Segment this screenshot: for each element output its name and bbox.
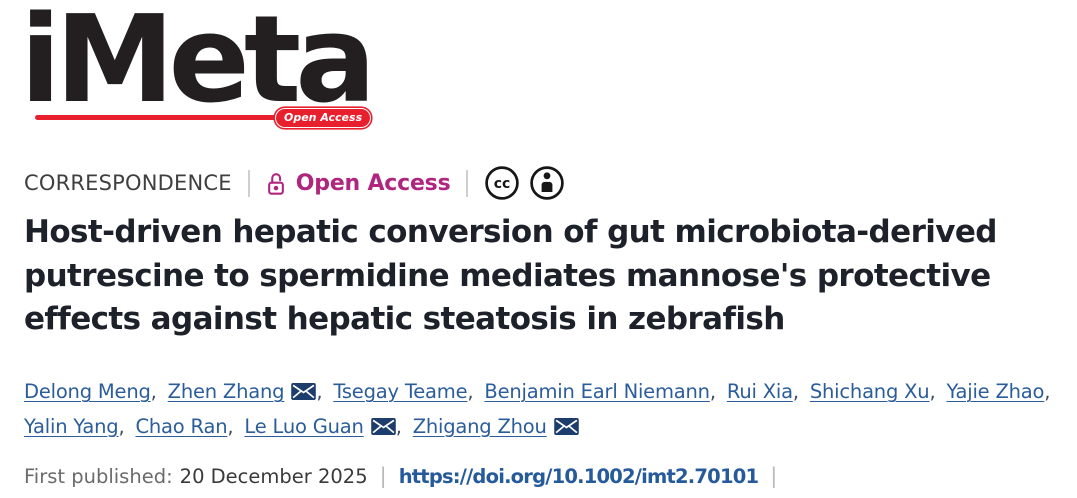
author-separator: , [467,380,474,403]
license-icons: cc [484,165,565,201]
publication-info-bar: First published: 20 December 2025 | http… [24,461,789,491]
article-title-line: putrescine to spermidine mediates mannos… [24,257,991,294]
author-link[interactable]: Rui Xia [726,380,793,403]
article-title-line: Host-driven hepatic conversion of gut mi… [24,214,998,250]
author-link[interactable]: Le Luo Guan [244,414,364,438]
author-list: Delong Meng, Zhen Zhang, Tsegay Teame, B… [24,376,1055,445]
vertical-divider [466,169,469,197]
cc-license-icon[interactable]: cc [484,165,520,201]
author-separator: , [709,380,716,403]
author-separator: , [1044,380,1051,403]
vertical-bar-separator: | [379,464,387,488]
vertical-bar-separator: | [770,464,778,488]
email-envelope-icon[interactable] [370,417,396,440]
email-envelope-icon[interactable] [291,382,317,405]
author-line: Delong Meng, Zhen Zhang, Tsegay Teame, B… [24,376,1055,411]
svg-text:cc: cc [494,176,511,192]
doi-link[interactable]: https://doi.org/10.1002/imt2.70101 [398,464,759,488]
author-link[interactable]: Zhigang Zhou [412,414,547,438]
logo-open-access-badge: Open Access [275,108,372,128]
author-link[interactable]: Tsegay Teame [333,380,468,403]
author-link[interactable]: Yajie Zhao [946,380,1045,403]
email-envelope-icon[interactable] [553,417,579,440]
open-access-indicator: Open Access [266,171,451,196]
author-separator: , [316,380,323,403]
author-separator: , [227,414,234,438]
article-category: CORRESPONDENCE [24,171,232,195]
author-separator: , [150,380,157,403]
author-line: Yalin Yang, Chao Ran, Le Luo Guan, Zhiga… [24,411,1055,446]
author-separator: , [792,380,799,403]
unlocked-padlock-icon [266,171,286,196]
vertical-divider [247,169,250,197]
article-meta-bar: CORRESPONDENCE Open Access cc [24,164,565,202]
first-published-label: First published: [24,464,173,488]
author-link[interactable]: Yalin Yang [24,414,119,438]
first-published-date: 20 December 2025 [179,464,368,488]
author-separator: , [395,414,402,438]
journal-logo-text: iMeta [20,0,376,130]
cc-attribution-icon[interactable] [529,165,565,201]
article-title-line: effects against hepatic steatosis in zeb… [24,301,785,337]
author-link[interactable]: Delong Meng [24,380,151,403]
author-link[interactable]: Benjamin Earl Niemann [484,380,710,403]
author-link[interactable]: Chao Ran [135,414,228,438]
journal-logo: iMeta Open Access [20,0,394,140]
author-separator: , [929,380,936,403]
author-link[interactable]: Shichang Xu [809,380,930,403]
open-access-label: Open Access [295,170,451,196]
logo-underline [35,115,357,120]
author-separator: , [118,414,125,438]
author-link[interactable]: Zhen Zhang [167,380,285,403]
article-title: Host-driven hepatic conversion of gut mi… [24,211,998,342]
